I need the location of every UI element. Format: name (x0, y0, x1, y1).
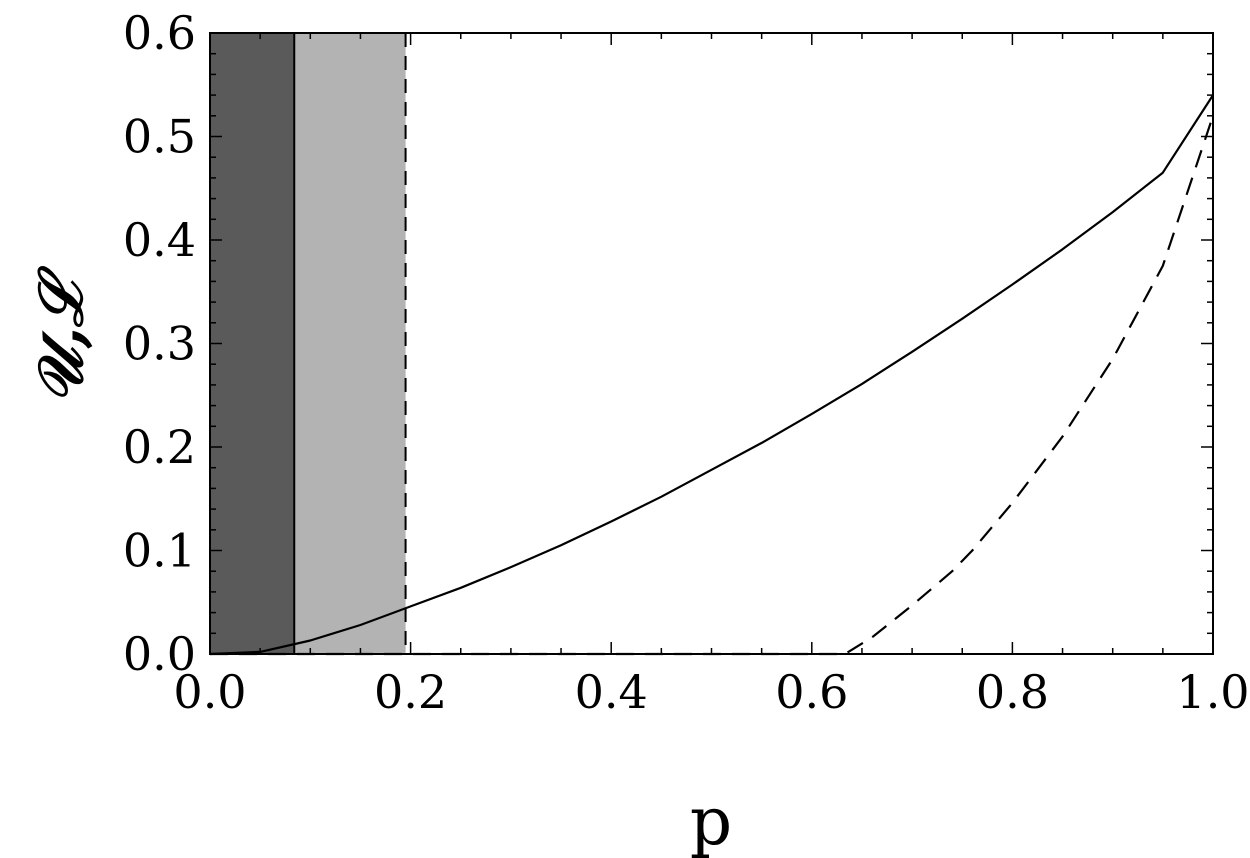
y-tick-label: 0.1 (123, 524, 196, 578)
x-tick-label: 0.6 (775, 665, 848, 719)
y-tick-label: 0.3 (123, 317, 196, 371)
shaded-region-1 (294, 33, 406, 654)
threshold-lines (293, 33, 407, 654)
x-tick-label: 0.0 (173, 665, 246, 719)
y-tick-label: 0.4 (123, 213, 196, 267)
series-line-0 (209, 94, 1214, 656)
y-tick-labels: 0.0 0.1 0.2 0.3 0.4 0.5 0.6 (123, 6, 196, 681)
y-tick-label: 0.5 (123, 110, 196, 164)
y-tick-label: 0.2 (123, 420, 196, 474)
x-tick-label: 0.4 (575, 665, 648, 719)
x-tick-label: 1.0 (1176, 665, 1249, 719)
x-tick-labels: 0.0 0.2 0.4 0.6 0.8 1.0 (173, 665, 1249, 719)
y-tick-label: 0.0 (123, 627, 196, 681)
y-axis-label: 𝒰,ℒ (24, 265, 97, 404)
y-tick-label: 0.6 (123, 6, 196, 60)
x-tick-label: 0.8 (976, 665, 1049, 719)
series-line-1 (210, 115, 1215, 656)
axis-ticks (209, 32, 1214, 655)
x-tick-label: 0.2 (374, 665, 447, 719)
x-axis-label: p (690, 783, 732, 858)
shaded-region-0 (210, 33, 295, 654)
series-layer (209, 94, 1215, 656)
shaded-regions (210, 33, 406, 654)
